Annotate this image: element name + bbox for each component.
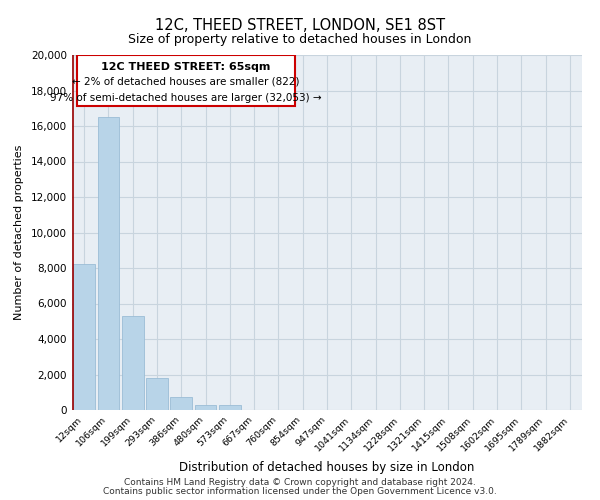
Text: 97% of semi-detached houses are larger (32,053) →: 97% of semi-detached houses are larger (… — [50, 92, 322, 102]
Text: ← 2% of detached houses are smaller (822): ← 2% of detached houses are smaller (822… — [73, 76, 300, 86]
Bar — [170, 396, 192, 410]
Bar — [97, 117, 119, 410]
Bar — [146, 378, 168, 410]
X-axis label: Distribution of detached houses by size in London: Distribution of detached houses by size … — [179, 461, 475, 474]
Text: Contains public sector information licensed under the Open Government Licence v3: Contains public sector information licen… — [103, 486, 497, 496]
Bar — [73, 264, 95, 410]
Y-axis label: Number of detached properties: Number of detached properties — [14, 145, 24, 320]
Text: 12C, THEED STREET, LONDON, SE1 8ST: 12C, THEED STREET, LONDON, SE1 8ST — [155, 18, 445, 32]
FancyBboxPatch shape — [77, 55, 295, 106]
Text: Size of property relative to detached houses in London: Size of property relative to detached ho… — [128, 32, 472, 46]
Bar — [122, 316, 143, 410]
Text: 12C THEED STREET: 65sqm: 12C THEED STREET: 65sqm — [101, 62, 271, 72]
Bar — [194, 405, 217, 410]
Text: Contains HM Land Registry data © Crown copyright and database right 2024.: Contains HM Land Registry data © Crown c… — [124, 478, 476, 487]
Bar — [219, 405, 241, 410]
